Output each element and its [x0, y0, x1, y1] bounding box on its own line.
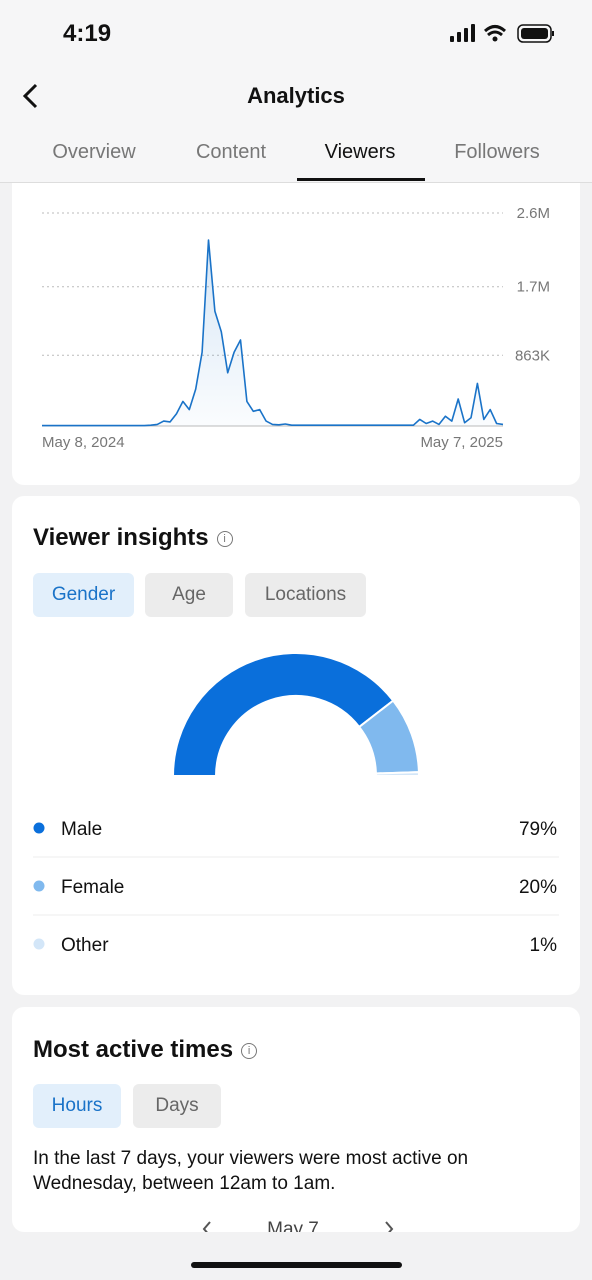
date-label: May 7: [267, 1219, 319, 1232]
divider: [0, 182, 592, 183]
tab-button[interactable]: Locations: [245, 573, 366, 617]
tab-button[interactable]: Gender: [33, 573, 134, 617]
gender-chart: Male 79% Female 20% Other 1%: [33, 652, 559, 956]
y-tick-label: 2.6M: [517, 205, 550, 222]
legend-label: Other: [61, 935, 109, 956]
legend-label: Male: [61, 819, 102, 840]
status-time: 4:19: [63, 20, 112, 47]
status-icons: [450, 24, 554, 43]
y-tick-label: 1.7M: [517, 279, 550, 296]
line-chart: 863K 1.7M 2.6M May 8, 2024 May 7, 2025: [42, 205, 550, 451]
value-label: 79%: [519, 819, 557, 840]
section-title-text: Most active times: [33, 1036, 234, 1063]
value-label: 20%: [519, 877, 557, 898]
section-title: Viewer insights i: [33, 524, 233, 552]
legend-dot: [33, 880, 45, 892]
donut-segment: [171, 652, 395, 777]
tab[interactable]: Content: [195, 141, 267, 163]
line-area: [42, 240, 503, 426]
y-tick-label: 863K: [515, 347, 550, 364]
section-title-text: Viewer insights: [33, 524, 209, 551]
tab-button[interactable]: Days: [133, 1084, 221, 1128]
description: In the last 7 days, your viewers were mo…: [33, 1148, 469, 1194]
top-bar: [0, 0, 592, 183]
page-title: Analytics: [247, 83, 345, 108]
value-label: 1%: [530, 935, 558, 956]
active-tab-indicator: [297, 178, 425, 181]
home-indicator: [191, 1262, 402, 1268]
back-button[interactable]: [20, 82, 42, 110]
line: [42, 239, 504, 427]
viewer-insights-card: Viewer insights i Gender Age Locations: [12, 496, 580, 995]
active-times-card: Most active times i Hours Days In the las…: [12, 1007, 580, 1232]
next-date[interactable]: [378, 1219, 398, 1232]
donut-segment: [374, 771, 421, 777]
tab[interactable]: Viewers: [324, 141, 396, 163]
tab[interactable]: Followers: [454, 141, 540, 163]
x-tick-label: May 7, 2025: [420, 434, 503, 451]
tab[interactable]: Overview: [52, 141, 136, 163]
legend-dot: [33, 822, 45, 834]
prev-date[interactable]: [198, 1219, 218, 1232]
legend-label: Female: [61, 877, 124, 898]
tab-button[interactable]: Hours: [33, 1084, 121, 1128]
chart-card: [12, 183, 580, 485]
info-icon[interactable]: i: [216, 531, 233, 547]
section-title: Most active times i: [33, 1036, 258, 1064]
info-icon[interactable]: i: [241, 1043, 258, 1059]
legend-dot: [33, 938, 45, 950]
x-tick-label: May 8, 2024: [42, 434, 125, 451]
tab-button[interactable]: Age: [145, 573, 233, 617]
